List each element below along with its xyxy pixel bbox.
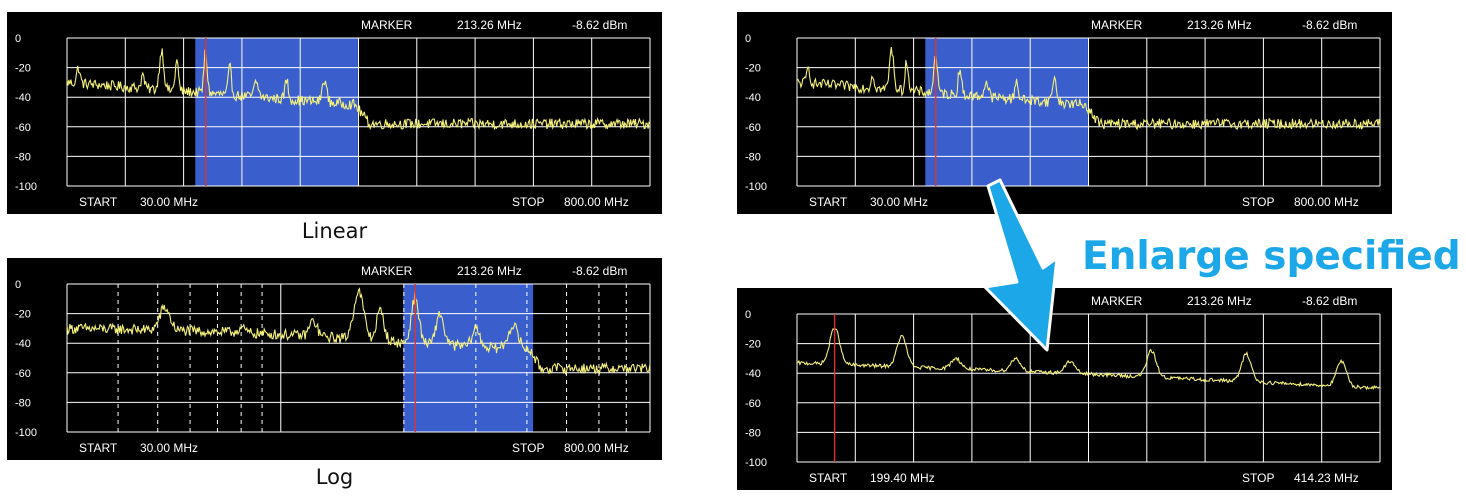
stop-label: STOP	[1242, 471, 1274, 485]
stop-frequency: 800.00 MHz	[1294, 195, 1359, 209]
selected-span-highlight	[403, 284, 534, 432]
y-tick-label: -60	[15, 368, 31, 380]
caption-linear: Linear	[301, 219, 368, 243]
y-tick-label: -20	[15, 309, 31, 321]
y-tick-label: -80	[15, 397, 31, 409]
selected-span-highlight	[195, 38, 358, 186]
stop-frequency: 800.00 MHz	[564, 195, 629, 209]
y-tick-label: 0	[745, 309, 751, 321]
marker-frequency: 213.26 MHz	[457, 264, 522, 278]
spectrum-screen-enlarged: 0 -20 -40 -60 -80 -100 MARKER 213.26 MHz -8.62 d…	[737, 288, 1392, 490]
grid	[796, 37, 1381, 187]
stop-frequency: 414.23 MHz	[1294, 471, 1359, 485]
marker-level: -8.62 dBm	[1302, 18, 1357, 32]
y-tick-label: -100	[745, 457, 767, 469]
enlarge-callout: Enlarge specified	[1082, 234, 1461, 279]
y-tick-label: -20	[15, 63, 31, 75]
spectrum-chart-log: 0 -20 -40 -60 -80 -100 MARKER 213.26 MHz -8.62 d…	[15, 264, 651, 455]
y-tick-label: 0	[15, 33, 21, 45]
spectrum-chart-linear-copy: 0 -20 -40 -60 -80 -100 MARKER 213.26 MHz -8.62 d…	[745, 18, 1381, 209]
spectrum-trace	[796, 328, 1381, 391]
spectrum-trace	[66, 287, 651, 376]
y-tick-label: -100	[15, 181, 37, 193]
marker-label: MARKER	[361, 264, 413, 278]
y-tick-label: 0	[15, 279, 21, 291]
spectrum-screen-linear-copy: 0 -20 -40 -60 -80 -100 MARKER 213.26 MHz -8.62 d…	[737, 12, 1392, 214]
y-tick-label: -80	[745, 151, 761, 163]
marker-label: MARKER	[1091, 294, 1143, 308]
start-frequency: 30.00 MHz	[870, 195, 928, 209]
y-tick-label: 0	[745, 33, 751, 45]
start-label: START	[809, 195, 848, 209]
y-tick-label: -100	[15, 427, 37, 439]
spectrum-screen-linear: 0 -20 -40 -60 -80 -100 MARKER 213.26 MHz -8.62 d…	[7, 12, 662, 214]
start-frequency: 199.40 MHz	[870, 471, 935, 485]
grid	[796, 313, 1381, 463]
marker-frequency: 213.26 MHz	[1187, 18, 1252, 32]
grid	[66, 37, 651, 187]
spectrum-chart-linear: 0 -20 -40 -60 -80 -100 MARKER 213.26 MHz -8.62 d…	[15, 18, 651, 209]
marker-frequency: 213.26 MHz	[457, 18, 522, 32]
marker-level: -8.62 dBm	[572, 264, 627, 278]
y-tick-label: -40	[745, 92, 761, 104]
marker-level: -8.62 dBm	[572, 18, 627, 32]
y-tick-label: -80	[15, 151, 31, 163]
start-label: START	[809, 471, 848, 485]
selected-span-highlight	[925, 38, 1088, 186]
marker-frequency: 213.26 MHz	[1187, 294, 1252, 308]
y-tick-label: -100	[745, 181, 767, 193]
marker-label: MARKER	[361, 18, 413, 32]
spectrum-trace	[66, 48, 651, 131]
start-label: START	[79, 195, 118, 209]
start-label: START	[79, 441, 118, 455]
stop-label: STOP	[512, 441, 544, 455]
y-tick-label: -60	[745, 122, 761, 134]
marker-label: MARKER	[1091, 18, 1143, 32]
spectrum-trace	[796, 46, 1381, 131]
spectrum-screen-log: 0 -20 -40 -60 -80 -100 MARKER 213.26 MHz -8.62 d…	[7, 258, 662, 460]
y-tick-label: -20	[745, 63, 761, 75]
y-tick-label: -60	[15, 122, 31, 134]
stop-frequency: 800.00 MHz	[564, 441, 629, 455]
y-tick-label: -80	[745, 427, 761, 439]
y-tick-label: -40	[745, 368, 761, 380]
start-frequency: 30.00 MHz	[140, 195, 198, 209]
y-tick-label: -40	[15, 338, 31, 350]
y-tick-label: -40	[15, 92, 31, 104]
y-tick-label: -60	[745, 398, 761, 410]
start-frequency: 30.00 MHz	[140, 441, 198, 455]
spectrum-chart-enlarged: 0 -20 -40 -60 -80 -100 MARKER 213.26 MHz -8.62 d…	[745, 294, 1381, 485]
y-tick-label: -20	[745, 339, 761, 351]
caption-log: Log	[315, 465, 354, 489]
grid	[66, 283, 651, 433]
stop-label: STOP	[1242, 195, 1274, 209]
stop-label: STOP	[512, 195, 544, 209]
marker-level: -8.62 dBm	[1302, 294, 1357, 308]
